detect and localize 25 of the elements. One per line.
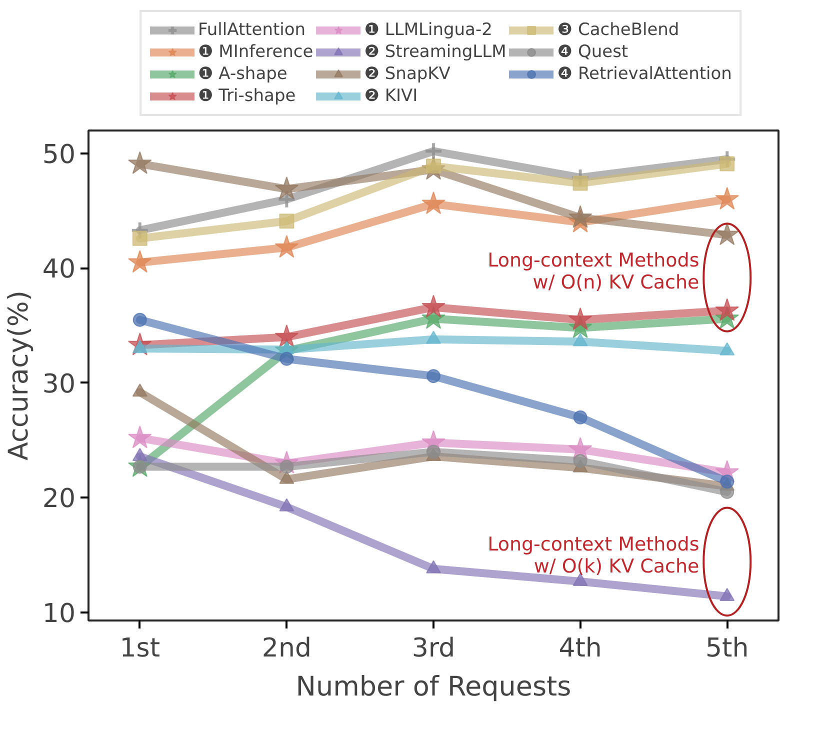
legend-label: ❷ SnapKV [364, 64, 450, 84]
x-axis-title: Number of Requests [296, 672, 572, 702]
y-tick-label: 20 [42, 484, 76, 514]
legend-label: ❹ RetrievalAttention [557, 64, 732, 84]
legend-label: ❸ CacheBlend [557, 20, 680, 40]
y-tick-label: 30 [42, 369, 76, 400]
y-tick-label: 10 [42, 598, 76, 629]
x-tick-label: 4th [558, 634, 602, 664]
x-tick-label: 3rd [412, 634, 456, 664]
legend-label: ❶ MInference [198, 42, 314, 62]
x-tick-label: 1st [120, 634, 160, 664]
y-axis-title: Accuracy(%) [3, 290, 34, 460]
legend-label: ❷ StreamingLLM [364, 42, 506, 62]
annotation: Long-context Methods w/ O(k) KV Cache [488, 534, 700, 578]
y-tick-label: 50 [42, 140, 76, 170]
legend-label: FullAttention [198, 20, 306, 40]
legend-label: ❹ Quest [557, 42, 628, 62]
legend-label: ❷ KIVI [364, 86, 418, 106]
annotation: Long-context Methods w/ O(n) KV Cache [488, 250, 700, 294]
legend-label: ❶ Tri-shape [198, 86, 296, 106]
legend-label: ❶ LLMLingua-2 [364, 20, 492, 40]
x-tick-label: 5th [706, 634, 749, 664]
y-tick-label: 40 [42, 254, 76, 285]
legend-label: ❶ A-shape [198, 64, 288, 84]
x-tick-label: 2nd [262, 634, 312, 664]
